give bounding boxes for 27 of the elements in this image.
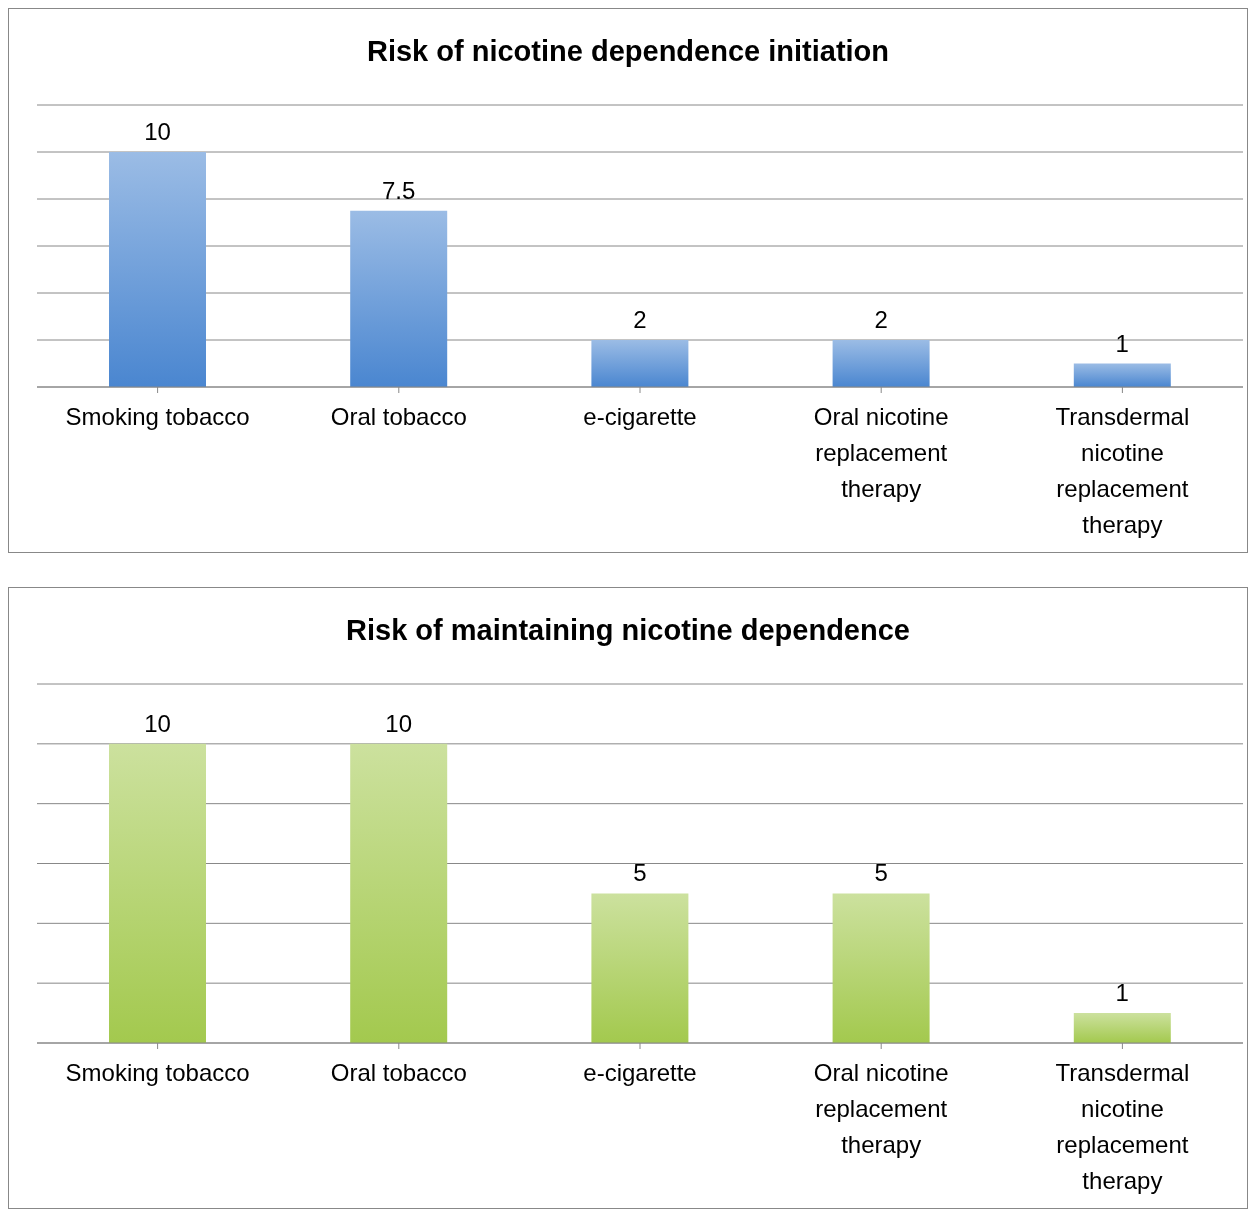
x-tick-label: Oral tobacco <box>330 403 467 430</box>
bar <box>591 340 689 387</box>
x-tick-label: Oral tobacco <box>330 1059 467 1086</box>
data-label: 10 <box>385 709 413 737</box>
data-label: 5 <box>633 859 647 887</box>
x-tick-label: e-cigarette <box>583 1059 697 1086</box>
data-label: 10 <box>144 118 171 145</box>
x-tick-label: Smoking tobacco <box>65 1059 250 1086</box>
data-label: 1 <box>1115 979 1129 1007</box>
bar <box>350 210 448 387</box>
x-tick-label: Oral nicotine replacement therapy <box>813 1059 949 1158</box>
bar <box>832 340 930 387</box>
data-label: 1 <box>1115 329 1129 357</box>
x-tick-label: e-cigarette <box>583 403 697 430</box>
chart-title: Risk of maintaining nicotine dependence <box>345 613 911 648</box>
x-tick-label: Oral nicotine replacement therapy <box>813 403 949 502</box>
data-label: 7.5 <box>382 176 416 204</box>
chart-title: Risk of nicotine dependence initiation <box>365 34 891 69</box>
data-label: 5 <box>874 859 888 887</box>
x-tick-label: Transdermal nicotine replacement therapy <box>1055 1059 1190 1194</box>
x-tick-label: Transdermal nicotine replacement therapy <box>1055 403 1190 538</box>
data-label: 10 <box>144 709 171 737</box>
data-label: 2 <box>633 306 647 333</box>
bar <box>109 152 206 387</box>
x-tick-label: Smoking tobacco <box>65 403 250 430</box>
data-label: 2 <box>874 306 888 333</box>
bar <box>1073 363 1171 387</box>
